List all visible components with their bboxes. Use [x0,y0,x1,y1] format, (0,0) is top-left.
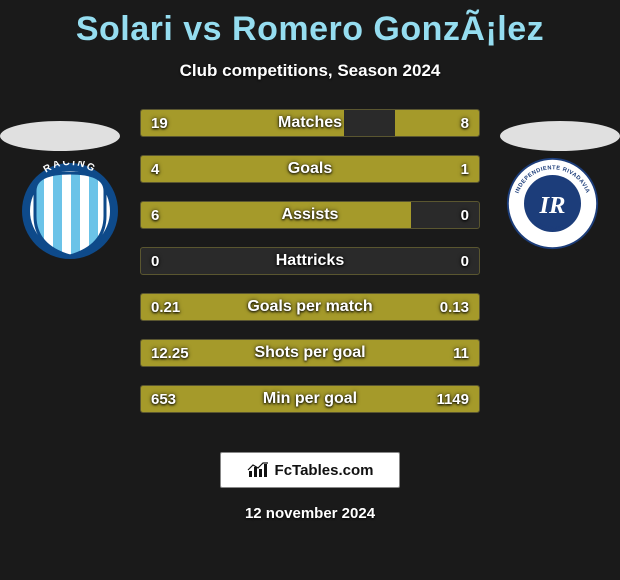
stat-label: Hattricks [141,248,479,274]
bar-fill-left [141,294,479,320]
stat-row: 60Assists [140,201,480,229]
stat-row: 41Goals [140,155,480,183]
stat-row: 6531149Min per goal [140,385,480,413]
player-base-right [500,121,620,151]
crest-right-monogram: IR [538,192,565,219]
subtitle: Club competitions, Season 2024 [0,61,620,81]
bar-fill-left [141,386,479,412]
bar-fill-left [141,110,344,136]
footer-brand-text: FcTables.com [275,462,374,479]
bar-fill-right [395,110,480,136]
stat-row: 0 0Hattricks [140,247,480,275]
stat-value-right: 0 [461,202,469,228]
crest-left: RACING [20,161,120,261]
bar-fill-left [141,202,411,228]
bar-fill-right [411,156,479,182]
bar-fill-left [141,340,479,366]
stat-bars: 198Matches41Goals60Assists00Hattricks0.2… [140,109,480,431]
bar-fill-left [141,156,411,182]
footer-date: 12 november 2024 [0,505,620,522]
stat-row: 0.210.13Goals per match [140,293,480,321]
stat-value-left: 0 [151,248,159,274]
stat-value-right: 0 [461,248,469,274]
stat-row: 12.2511Shots per goal [140,339,480,367]
footer-brand-badge: FcTables.com [220,452,400,488]
chart-icon [247,461,269,479]
stat-row: 198Matches [140,109,480,137]
crest-right: IR INDEPENDIENTE RIVADAVIA MENDOZA [505,156,600,251]
page-title: Solari vs Romero GonzÃ¡lez [0,0,620,49]
player-base-left [0,121,120,151]
